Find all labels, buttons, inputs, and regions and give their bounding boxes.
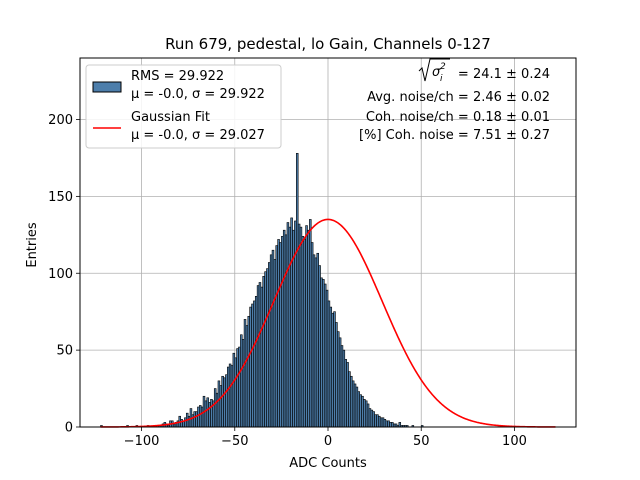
legend: RMS = 29.922 μ = -0.0, σ = 29.922 Gaussi… (85, 64, 282, 149)
annotation-coh-noise-percent: [%] Coh. noise = 7.51 ± 0.27 (359, 128, 550, 143)
legend-histogram-label: RMS = 29.922 (131, 69, 224, 84)
x-tick-label: −100 (124, 434, 160, 449)
gaussian-fit-line (100, 218, 556, 428)
x-tick-label: 100 (502, 434, 527, 449)
svg-text:σ: σ (432, 65, 441, 80)
y-tick-label: 200 (48, 113, 73, 128)
x-tick-label: 50 (413, 434, 430, 449)
svg-text:i: i (440, 74, 443, 84)
annotation-avg-noise: Avg. noise/ch = 2.46 ± 0.02 (367, 90, 550, 105)
sqrt-sigma-symbol: σ 2 i (418, 58, 450, 84)
annotation-sqrt-value: = 24.1 ± 0.24 (458, 67, 550, 82)
legend-histogram-swatch (92, 81, 122, 93)
x-tick-label: −50 (221, 434, 248, 449)
annotations: σ 2 i = 24.1 ± 0.24 Avg. noise/ch = 2.46… (359, 58, 550, 143)
y-axis-label: Entries (25, 222, 40, 268)
y-tick-label: 0 (65, 421, 73, 436)
legend-fit-stats: μ = -0.0, σ = 29.027 (131, 128, 265, 143)
x-tick-label: 0 (324, 434, 332, 449)
y-tick-label: 150 (48, 190, 73, 205)
annotation-coh-noise: Coh. noise/ch = 0.18 ± 0.01 (366, 110, 550, 125)
x-axis-label: ADC Counts (289, 456, 367, 471)
chart-title: Run 679, pedestal, lo Gain, Channels 0-1… (165, 35, 491, 53)
plot-area: −100 −50 0 50 100 0 50 100 150 200 (48, 57, 577, 449)
y-tick-label: 100 (48, 267, 73, 282)
legend-histogram-stats: μ = -0.0, σ = 29.922 (131, 87, 265, 102)
y-tick-label: 50 (56, 344, 73, 359)
legend-frame (85, 64, 282, 149)
legend-fit-label: Gaussian Fit (131, 110, 210, 125)
svg-text:2: 2 (440, 62, 446, 72)
